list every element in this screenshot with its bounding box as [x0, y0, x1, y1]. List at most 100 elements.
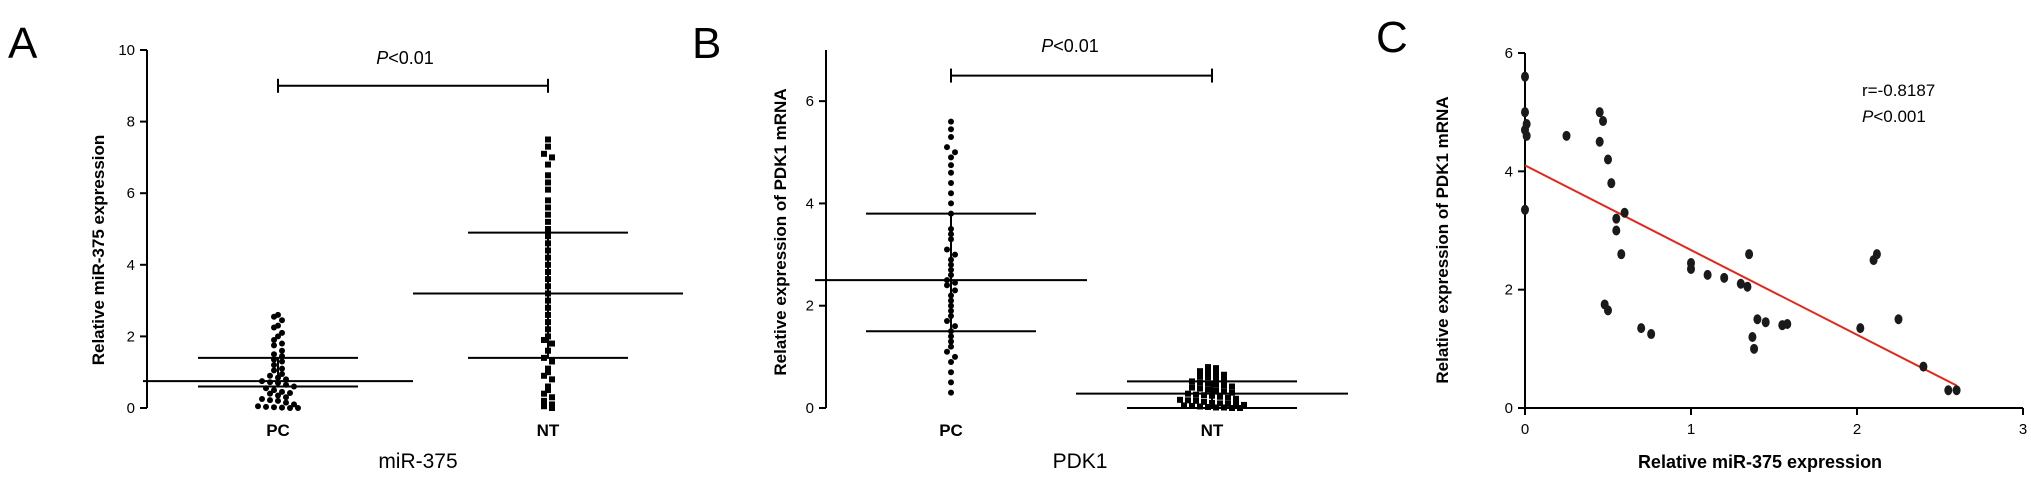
data-point [1205, 380, 1211, 387]
data-point [1233, 401, 1239, 408]
x-category-label: PC [266, 421, 290, 440]
significance-label-a: P<0.01 [376, 48, 434, 68]
data-point [1604, 154, 1612, 165]
x-axis-label-b: PDK1 [1053, 450, 1108, 473]
data-point [549, 358, 555, 365]
data-point [1197, 403, 1203, 410]
data-point [541, 336, 547, 343]
panel-b: B Relative expression of PDK1 mRNA PDK1 … [692, 19, 1348, 473]
data-point [1205, 403, 1211, 410]
data-point [948, 200, 954, 207]
panel-letter-a: A [8, 19, 38, 68]
data-point [291, 401, 297, 408]
y-tick-label: 6 [806, 93, 814, 110]
data-point [952, 149, 958, 156]
data-point [944, 282, 950, 289]
data-point [279, 370, 285, 377]
data-point [279, 358, 285, 365]
data-point [1736, 278, 1745, 289]
data-point [1521, 204, 1529, 215]
data-point [275, 397, 281, 404]
data-point [1201, 392, 1207, 399]
data-point [1637, 323, 1646, 334]
data-point [271, 336, 277, 343]
data-point [1205, 386, 1211, 393]
data-point [1604, 305, 1612, 316]
data-point [263, 403, 269, 410]
data-point [948, 162, 954, 169]
x-axis-label-a: miR-375 [378, 450, 457, 473]
data-point [948, 358, 954, 365]
correlation-p-label: P<0.001 [1862, 107, 1926, 126]
data-point [1213, 387, 1219, 394]
x-category-label: NT [537, 421, 560, 440]
correlation-r-label: r=-0.8187 [1862, 81, 1935, 100]
data-point [271, 362, 277, 369]
data-point [1521, 107, 1529, 118]
data-point [1217, 393, 1223, 400]
data-point [1181, 402, 1187, 409]
data-point [1213, 370, 1219, 377]
data-point [545, 136, 551, 143]
data-point [545, 211, 551, 218]
data-point [545, 197, 551, 204]
data-point [267, 379, 273, 386]
data-point [948, 333, 954, 340]
data-point [948, 369, 954, 376]
data-point [545, 383, 551, 390]
data-point [1213, 375, 1219, 382]
data-point [287, 405, 293, 411]
data-point [1856, 323, 1865, 334]
y-tick-label: 2 [1505, 282, 1513, 299]
data-point [1189, 384, 1195, 391]
y-tick-label: 10 [118, 42, 135, 59]
data-point [1612, 213, 1621, 224]
data-point [1229, 383, 1235, 390]
data-point [1944, 385, 1953, 396]
data-point [1229, 389, 1235, 396]
data-point [545, 204, 551, 211]
data-point [1595, 107, 1604, 118]
data-point [287, 389, 293, 396]
data-point [1197, 379, 1203, 386]
y-tick-label: 6 [1505, 45, 1513, 62]
data-point [279, 329, 285, 336]
data-point [952, 287, 958, 294]
data-point [948, 133, 954, 140]
y-tick-label: 2 [127, 328, 135, 345]
data-point [948, 343, 954, 350]
data-point [948, 126, 954, 133]
data-point [549, 154, 555, 161]
data-point [545, 161, 551, 168]
data-point [1743, 281, 1752, 292]
data-point [1197, 368, 1203, 375]
data-point [1193, 397, 1199, 404]
panel-letter-c: C [1376, 13, 1408, 62]
data-point [1687, 263, 1695, 274]
data-point [545, 172, 551, 179]
data-point [948, 169, 954, 176]
data-point [1189, 402, 1195, 409]
data-point [948, 179, 954, 186]
y-axis-label-b: Relative expression of PDK1 mRNA [771, 88, 790, 375]
data-point [1221, 376, 1227, 383]
data-point [952, 353, 958, 360]
data-point [279, 347, 285, 354]
y-axis-label-c: Relative expression of PDK1 mRNA [1433, 96, 1452, 383]
x-category-label: NT [1201, 421, 1224, 440]
data-point [948, 379, 954, 386]
data-point [1894, 314, 1903, 325]
data-point [1562, 130, 1571, 141]
data-point [545, 179, 551, 186]
data-point [1599, 116, 1608, 127]
data-point [1213, 365, 1219, 372]
data-point [279, 388, 285, 395]
data-point [1647, 329, 1656, 340]
data-point [1221, 388, 1227, 395]
data-point [271, 387, 277, 394]
data-point [1233, 395, 1239, 402]
data-point [948, 338, 954, 345]
data-point [545, 218, 551, 225]
data-point [545, 387, 551, 394]
